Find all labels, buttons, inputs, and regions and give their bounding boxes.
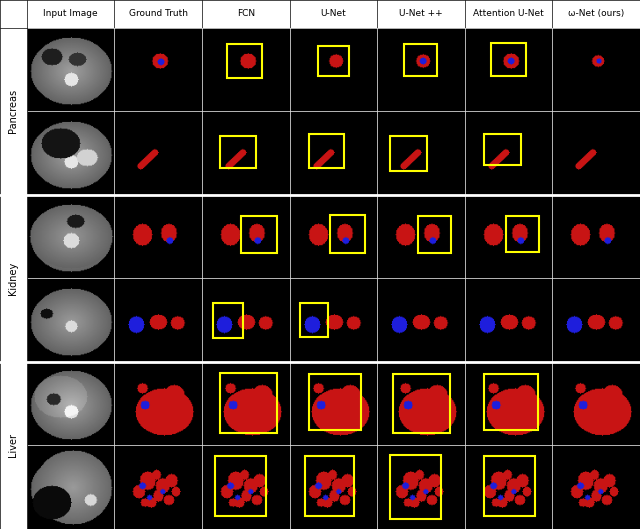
Bar — [215, 457, 266, 516]
Text: FCN: FCN — [237, 9, 255, 19]
Bar — [417, 216, 451, 253]
Bar — [305, 457, 353, 516]
Text: U-Net: U-Net — [321, 9, 346, 19]
Bar — [484, 457, 535, 516]
Bar — [390, 136, 427, 171]
Bar — [330, 215, 365, 253]
Bar — [403, 44, 436, 76]
Text: Input Image: Input Image — [44, 9, 98, 19]
Bar — [220, 373, 276, 433]
Bar — [491, 42, 526, 76]
Bar — [309, 134, 344, 168]
Text: Ground Truth: Ground Truth — [129, 9, 188, 19]
Text: Liver: Liver — [8, 433, 19, 458]
Bar — [309, 373, 362, 431]
Bar — [220, 136, 257, 168]
Bar — [506, 216, 540, 251]
Bar — [212, 303, 243, 339]
Bar — [241, 215, 276, 253]
Bar — [317, 46, 349, 76]
Bar — [300, 303, 328, 337]
Text: Pancreas: Pancreas — [8, 89, 19, 133]
Bar — [390, 455, 441, 519]
Bar — [227, 44, 262, 78]
Bar — [484, 134, 521, 166]
Text: ω-Net (ours): ω-Net (ours) — [568, 9, 625, 19]
Bar — [484, 373, 538, 431]
Bar — [393, 375, 450, 433]
Text: Kidney: Kidney — [8, 262, 19, 295]
Text: U-Net ++: U-Net ++ — [399, 9, 443, 19]
Text: Attention U-Net: Attention U-Net — [473, 9, 544, 19]
